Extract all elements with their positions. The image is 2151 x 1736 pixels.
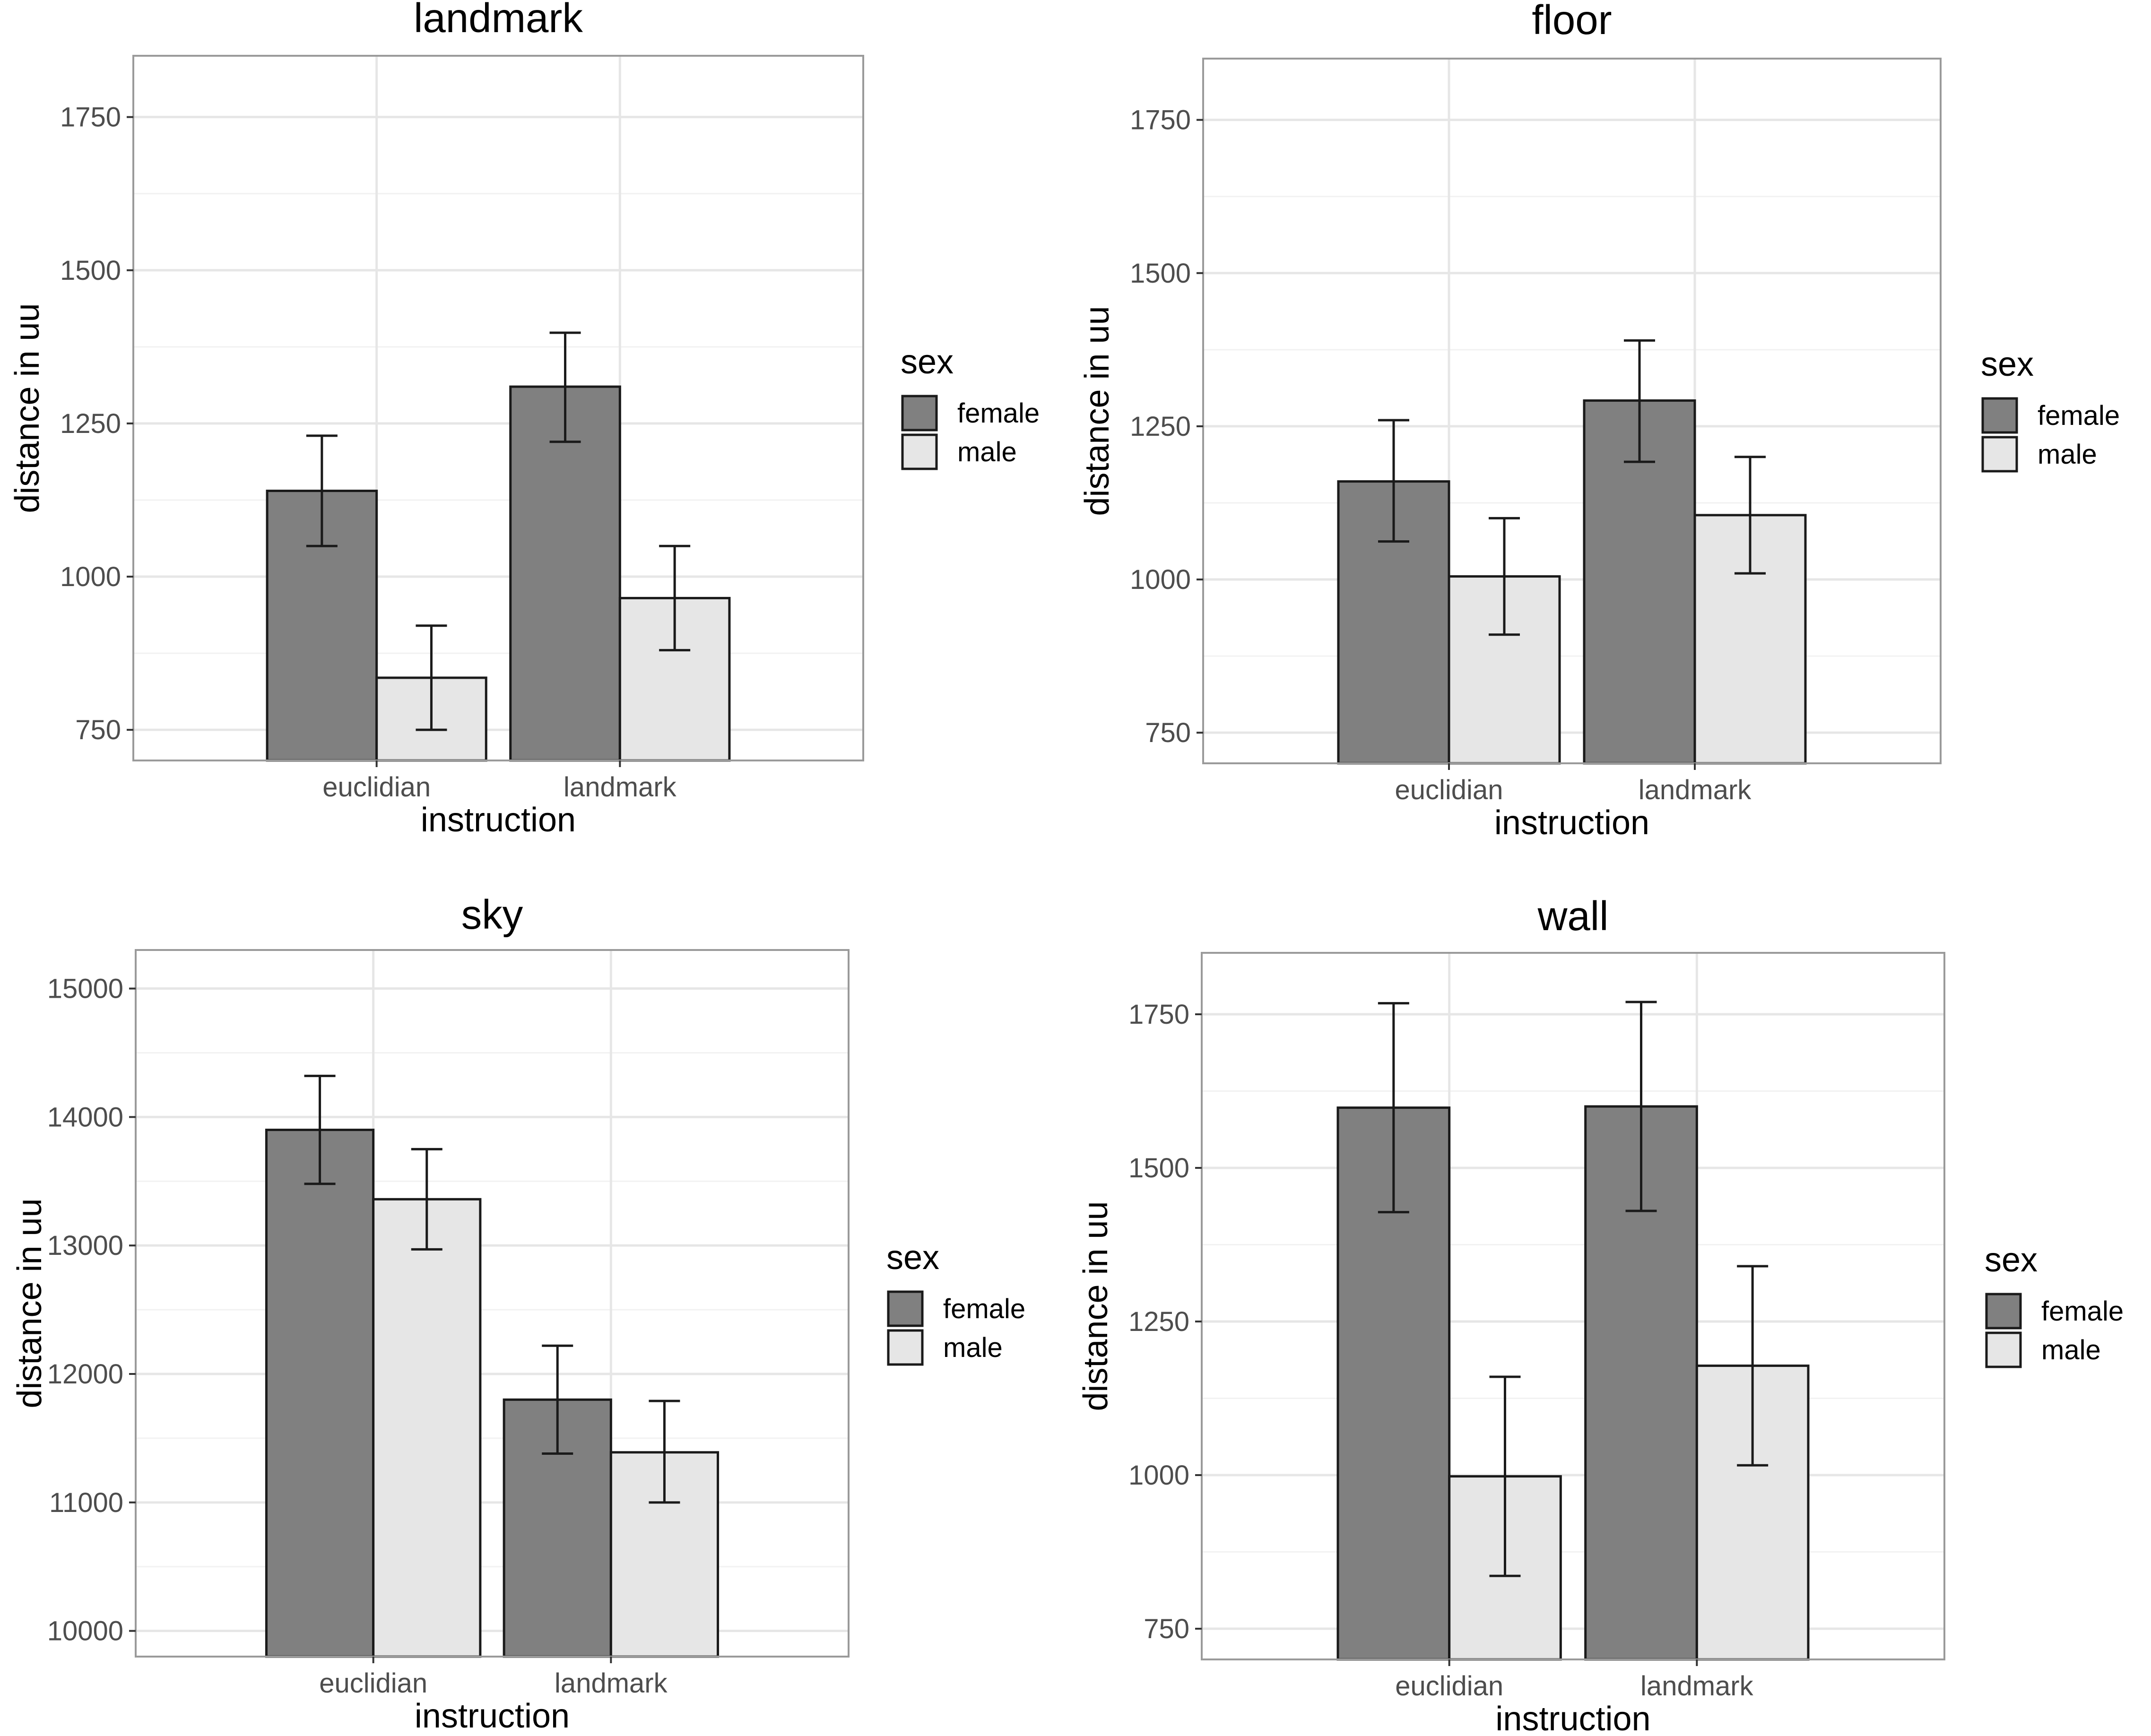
legend-title: sex xyxy=(1985,1241,2038,1279)
errorbar-landmark-euclidian-female xyxy=(306,434,338,547)
x-axis-title: instruction xyxy=(415,1697,570,1735)
y-axis-title: distance in uu xyxy=(11,1198,49,1408)
bar-landmark-landmark-female xyxy=(509,385,621,762)
panel-title: sky xyxy=(461,892,523,938)
panel-border xyxy=(1201,952,1945,1660)
errorbar-floor-landmark-female xyxy=(1624,339,1655,463)
legend-key-female xyxy=(901,395,938,432)
panel-background xyxy=(1202,953,1944,1659)
x-axis-title: instruction xyxy=(1494,804,1649,842)
panel-title: floor xyxy=(1532,0,1612,43)
legend-key-male xyxy=(901,433,938,470)
legend-label-male: male xyxy=(943,1332,1003,1363)
y-tick-label: 1000 xyxy=(1128,1460,1189,1491)
y-tick-label: 750 xyxy=(1144,1614,1189,1644)
y-tick-label: 14000 xyxy=(47,1102,123,1132)
legend-key-female xyxy=(1981,397,2018,434)
errorbar-landmark-landmark-male xyxy=(659,544,691,652)
x-axis-title: instruction xyxy=(1495,1700,1650,1736)
y-axis-title: distance in uu xyxy=(1078,306,1116,516)
bar-sky-euclidian-female xyxy=(265,1129,375,1658)
errorbar-wall-euclidian-male xyxy=(1489,1375,1521,1577)
y-tick-label: 1750 xyxy=(60,102,121,133)
panel-background xyxy=(133,56,863,760)
legend-label-female: female xyxy=(943,1294,1025,1324)
y-tick-label: 1500 xyxy=(1128,1153,1189,1183)
legend-label-female: female xyxy=(2041,1296,2124,1327)
y-tick-label: 15000 xyxy=(47,974,123,1004)
y-tick-label: 1500 xyxy=(60,255,121,286)
x-tick-label: landmark xyxy=(1640,1671,1754,1701)
panel-border xyxy=(1202,58,1942,764)
y-tick-label: 750 xyxy=(75,715,121,745)
y-tick-label: 1000 xyxy=(60,561,121,592)
y-tick-label: 12000 xyxy=(47,1359,123,1390)
y-tick-label: 1750 xyxy=(1128,999,1189,1030)
legend-key-male xyxy=(887,1329,924,1366)
errorbar-sky-euclidian-female xyxy=(304,1074,336,1185)
errorbar-wall-landmark-male xyxy=(1737,1265,1769,1467)
errorbar-wall-euclidian-female xyxy=(1378,1002,1409,1214)
legend-title: sex xyxy=(901,343,954,381)
y-axis-title: distance in uu xyxy=(9,303,46,513)
panel-background xyxy=(136,950,849,1657)
legend-title: sex xyxy=(1981,345,2034,383)
y-tick-label: 1250 xyxy=(1128,1306,1189,1337)
chart-panel-wall: 750 1000 1250 1500 1750 euclidian landmarkinst… xyxy=(1077,893,2124,1736)
y-tick-label: 1000 xyxy=(1130,564,1191,595)
y-axis-title: distance in uu xyxy=(1077,1201,1115,1411)
chart-panel-sky: 10000 11000 12000 13000 14000 15000 euclidian l… xyxy=(11,892,1025,1735)
panel-background xyxy=(1203,59,1941,763)
x-tick-label: euclidian xyxy=(322,772,431,803)
y-tick-label: 1250 xyxy=(60,408,121,439)
legend-key-female xyxy=(887,1290,924,1327)
bar-sky-euclidian-male xyxy=(372,1198,482,1658)
errorbar-sky-landmark-male xyxy=(649,1399,680,1504)
legend-key-female xyxy=(1985,1293,2022,1330)
x-tick-label: landmark xyxy=(1639,775,1752,805)
legend-label-female: female xyxy=(2038,400,2120,431)
y-tick-label: 11000 xyxy=(49,1487,123,1518)
errorbar-floor-landmark-male xyxy=(1735,456,1766,575)
legend-key-male xyxy=(1985,1331,2022,1368)
x-tick-label: landmark xyxy=(555,1668,668,1699)
legend-label-female: female xyxy=(957,398,1040,429)
errorbar-sky-euclidian-male xyxy=(411,1148,442,1251)
errorbar-wall-landmark-female xyxy=(1625,1001,1657,1212)
chart-panel-floor: 750 1000 1250 1500 1750 euclidian landmarkinst… xyxy=(1078,0,2120,842)
errorbar-floor-euclidian-male xyxy=(1489,517,1520,636)
panel-border xyxy=(132,55,864,761)
x-tick-label: euclidian xyxy=(1395,775,1503,805)
y-tick-label: 1250 xyxy=(1130,411,1191,442)
y-tick-label: 1750 xyxy=(1130,105,1191,136)
legend-label-male: male xyxy=(2038,439,2097,470)
panel-border xyxy=(135,949,850,1658)
panel-title: wall xyxy=(1537,893,1609,939)
errorbar-landmark-euclidian-male xyxy=(416,624,447,731)
y-tick-label: 10000 xyxy=(47,1616,123,1647)
legend-label-male: male xyxy=(957,437,1017,467)
bar-wall-landmark-female xyxy=(1584,1105,1698,1661)
errorbar-landmark-landmark-female xyxy=(549,331,581,443)
errorbar-floor-euclidian-female xyxy=(1378,419,1409,543)
y-tick-label: 1500 xyxy=(1130,258,1191,289)
panel-title: landmark xyxy=(414,0,583,41)
y-tick-label: 750 xyxy=(1145,717,1191,748)
legend-key-male xyxy=(1981,436,2018,473)
errorbar-sky-landmark-female xyxy=(542,1344,573,1455)
x-axis-title: instruction xyxy=(421,801,576,839)
legend-title: sex xyxy=(886,1239,939,1277)
legend-label-male: male xyxy=(2041,1335,2101,1365)
x-tick-label: landmark xyxy=(564,772,677,803)
x-tick-label: euclidian xyxy=(1395,1671,1503,1701)
y-tick-label: 13000 xyxy=(47,1230,123,1261)
x-tick-label: euclidian xyxy=(319,1668,427,1699)
